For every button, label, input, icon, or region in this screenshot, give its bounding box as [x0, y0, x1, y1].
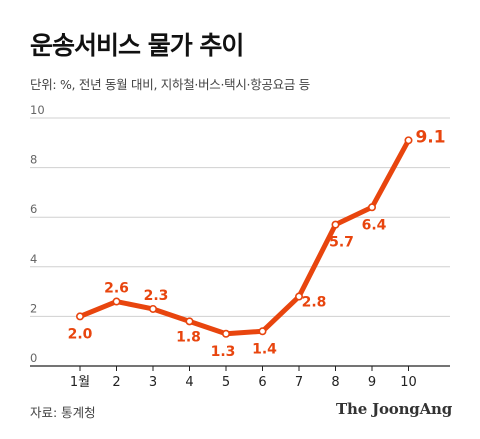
data-label: 2.0 [68, 326, 93, 342]
data-point [112, 297, 121, 306]
data-point [404, 136, 413, 145]
brand-logo: The JoongAng [336, 400, 452, 418]
data-point [331, 220, 340, 229]
x-tick-label: 5 [222, 375, 230, 390]
x-tick-label: 1월 [70, 375, 90, 390]
data-point [76, 312, 85, 321]
y-tick-label-2: 2 [30, 301, 37, 315]
data-label: 1.3 [211, 344, 236, 360]
data-label: 6.4 [362, 217, 387, 233]
data-label: 1.4 [252, 341, 277, 357]
data-point [185, 317, 194, 326]
x-tick-label: 2 [112, 375, 120, 390]
x-tick-label: 7 [295, 375, 303, 390]
y-tick-label-10: 10 [30, 103, 45, 117]
y-tick-label-6: 6 [30, 202, 37, 216]
y-tick-label-8: 8 [30, 153, 37, 167]
x-tick-label: 4 [185, 375, 193, 390]
data-label: 2.8 [302, 295, 327, 311]
x-tick-label: 6 [258, 375, 266, 390]
data-point [222, 329, 231, 338]
y-tick-label-0: 0 [30, 351, 37, 365]
x-tick-label: 8 [331, 375, 339, 390]
data-point [294, 292, 303, 301]
data-point [258, 327, 267, 336]
series-line [77, 137, 411, 337]
x-tick-label: 3 [149, 375, 157, 390]
source-note: 자료: 통계청 [30, 405, 96, 420]
data-label: 2.6 [104, 281, 129, 297]
y-tick-label-4: 4 [30, 252, 37, 266]
x-tick-label: 9 [368, 375, 376, 390]
data-point [367, 203, 376, 212]
data-label: 2.3 [144, 288, 169, 304]
data-label: 1.8 [176, 329, 201, 345]
data-point [149, 304, 158, 313]
data-label: 9.1 [415, 127, 445, 147]
x-tick-label: 10 [400, 375, 417, 390]
chart-subtitle: 단위: %, 전년 동월 대비, 지하철·버스·택시·항공요금 등 [30, 77, 310, 92]
chart-title: 운송서비스 물가 추이 [30, 31, 244, 60]
data-label: 5.7 [329, 235, 354, 251]
